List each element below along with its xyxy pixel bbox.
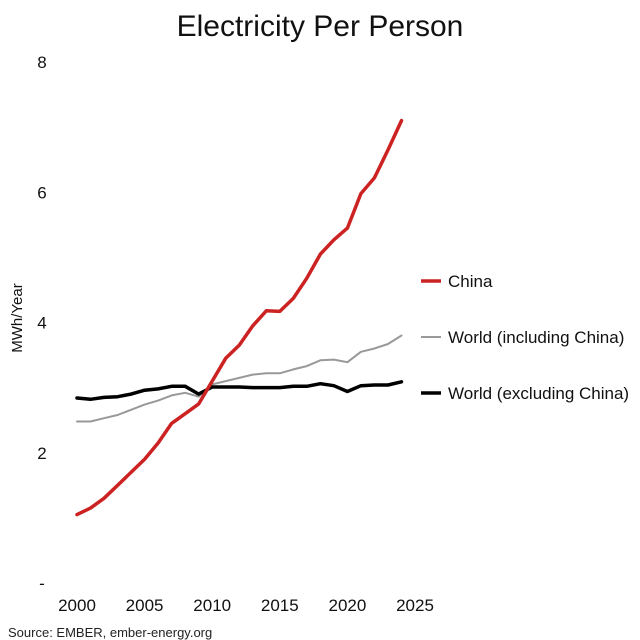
legend-label-china: China <box>448 272 493 291</box>
x-tick-labels: 2000 2005 2010 2015 2020 2025 <box>58 596 434 615</box>
y-tick-label: 4 <box>37 314 46 333</box>
x-tick-label: 2000 <box>58 596 96 615</box>
legend-label-world-including-china: World (including China) <box>448 328 624 347</box>
y-tick-label: - <box>39 574 45 593</box>
x-tick-label: 2010 <box>193 596 231 615</box>
y-tick-label: 6 <box>37 183 46 202</box>
source-note: Source: EMBER, ember-energy.org <box>8 625 212 640</box>
series-lines <box>75 118 404 517</box>
x-tick-label: 2015 <box>261 596 299 615</box>
y-tick-label: 8 <box>37 53 46 72</box>
x-tick-label: 2005 <box>126 596 164 615</box>
y-axis-label: MWh/Year <box>9 283 26 352</box>
y-tick-labels: - 2 4 6 8 <box>37 53 46 593</box>
y-tick-label: 2 <box>37 444 46 463</box>
series-line-world-excluding-china <box>75 380 404 402</box>
chart-title: Electricity Per Person <box>177 10 464 43</box>
legend: China World (including China) World (exclu… <box>421 272 629 403</box>
legend-label-world-excluding-china: World (excluding China) <box>448 384 629 403</box>
series-line-china <box>75 118 404 517</box>
x-tick-label: 2020 <box>328 596 366 615</box>
series-line-world-including-china <box>76 334 403 423</box>
x-tick-label: 2025 <box>396 596 434 615</box>
